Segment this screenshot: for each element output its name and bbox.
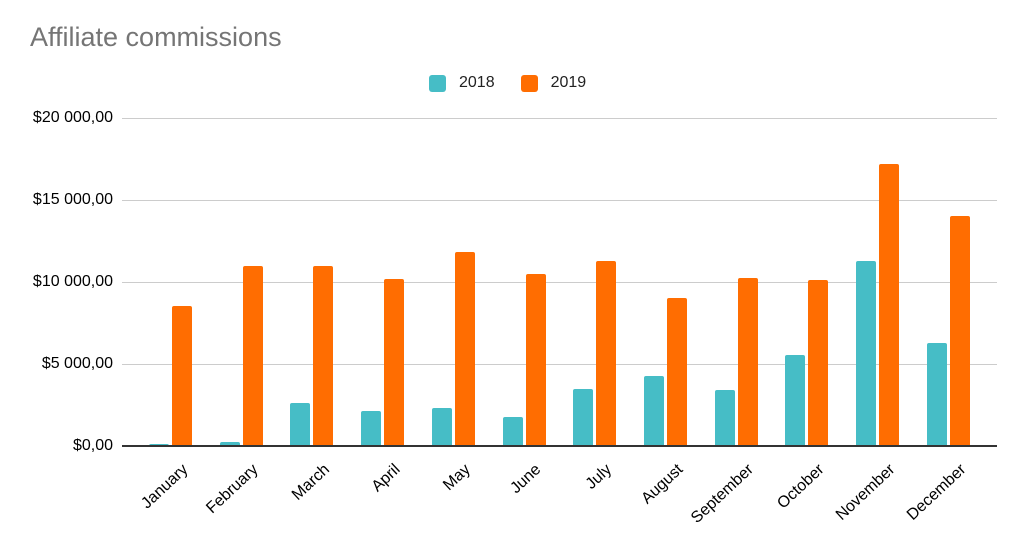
bar-group-february bbox=[219, 266, 263, 446]
bar-group-september bbox=[714, 277, 758, 446]
bar-group-august bbox=[644, 298, 688, 446]
bar-group-october bbox=[785, 280, 829, 446]
x-tick-label: July bbox=[583, 461, 616, 493]
bar-2019-june[interactable] bbox=[525, 273, 546, 446]
y-tick-label: $20 000,00 bbox=[32, 109, 113, 126]
chart-title: Affiliate commissions bbox=[30, 22, 282, 52]
legend-label: 2019 bbox=[550, 74, 587, 91]
y-tick-label: $0,00 bbox=[72, 437, 113, 454]
legend-swatch-icon bbox=[429, 74, 446, 92]
bar-2018-january[interactable] bbox=[149, 443, 169, 446]
gridline bbox=[122, 282, 997, 283]
bar-2018-march[interactable] bbox=[290, 403, 311, 446]
y-tick-label: $5 000,00 bbox=[41, 355, 113, 372]
legend-item-2019: 2019 bbox=[520, 74, 587, 92]
bar-2019-september[interactable] bbox=[737, 277, 758, 446]
plot-area bbox=[122, 118, 997, 447]
x-tick-label: September bbox=[688, 461, 757, 527]
bar-group-may bbox=[431, 251, 475, 446]
bar-2019-october[interactable] bbox=[808, 280, 829, 446]
legend-swatch-icon bbox=[520, 74, 538, 92]
x-tick-label: April bbox=[368, 461, 404, 496]
bar-2019-december[interactable] bbox=[949, 216, 970, 446]
x-tick-label: October bbox=[774, 461, 828, 513]
bar-2019-august[interactable] bbox=[667, 298, 688, 446]
x-tick-label: May bbox=[440, 461, 475, 495]
legend: 2018 2019 bbox=[429, 74, 586, 92]
bar-2018-june[interactable] bbox=[502, 417, 523, 446]
bar-2018-september[interactable] bbox=[714, 390, 735, 446]
bar-group-january bbox=[149, 305, 192, 446]
bar-2019-may[interactable] bbox=[454, 251, 475, 446]
bar-group-december bbox=[926, 216, 970, 446]
bar-2019-november[interactable] bbox=[879, 163, 900, 446]
legend-item-2018: 2018 bbox=[429, 74, 495, 92]
bar-2019-march[interactable] bbox=[313, 265, 334, 446]
bar-2019-january[interactable] bbox=[172, 305, 192, 446]
x-tick-label: January bbox=[137, 461, 192, 513]
bar-2018-october[interactable] bbox=[785, 355, 806, 446]
x-tick-label: August bbox=[638, 461, 687, 508]
x-tick-label: March bbox=[288, 461, 333, 504]
x-tick-label: November bbox=[832, 461, 899, 524]
bar-2018-august[interactable] bbox=[644, 375, 665, 446]
bar-2018-december[interactable] bbox=[926, 342, 947, 446]
bar-2019-april[interactable] bbox=[384, 278, 405, 446]
y-tick-label: $15 000,00 bbox=[32, 191, 113, 208]
bar-2018-july[interactable] bbox=[573, 389, 594, 446]
bar-2018-february[interactable] bbox=[219, 441, 240, 446]
x-axis-line bbox=[122, 445, 997, 447]
bar-2018-november[interactable] bbox=[856, 260, 877, 446]
bars bbox=[122, 118, 997, 446]
gridline bbox=[122, 364, 997, 365]
bar-group-november bbox=[856, 163, 900, 446]
x-tick-label: February bbox=[203, 461, 262, 518]
x-tick-label: December bbox=[903, 461, 970, 524]
bar-group-july bbox=[573, 260, 617, 446]
bar-2018-april[interactable] bbox=[361, 410, 382, 446]
legend-label: 2018 bbox=[459, 74, 495, 91]
gridline bbox=[122, 200, 997, 201]
bar-2019-february[interactable] bbox=[242, 266, 263, 446]
bar-group-april bbox=[361, 278, 405, 446]
bar-2018-may[interactable] bbox=[431, 407, 452, 446]
gridline bbox=[122, 118, 997, 119]
bar-group-march bbox=[290, 265, 334, 446]
bar-group-june bbox=[502, 273, 546, 446]
y-tick-label: $10 000,00 bbox=[32, 273, 113, 290]
x-tick-label: June bbox=[507, 461, 545, 498]
bar-2019-july[interactable] bbox=[596, 260, 617, 446]
